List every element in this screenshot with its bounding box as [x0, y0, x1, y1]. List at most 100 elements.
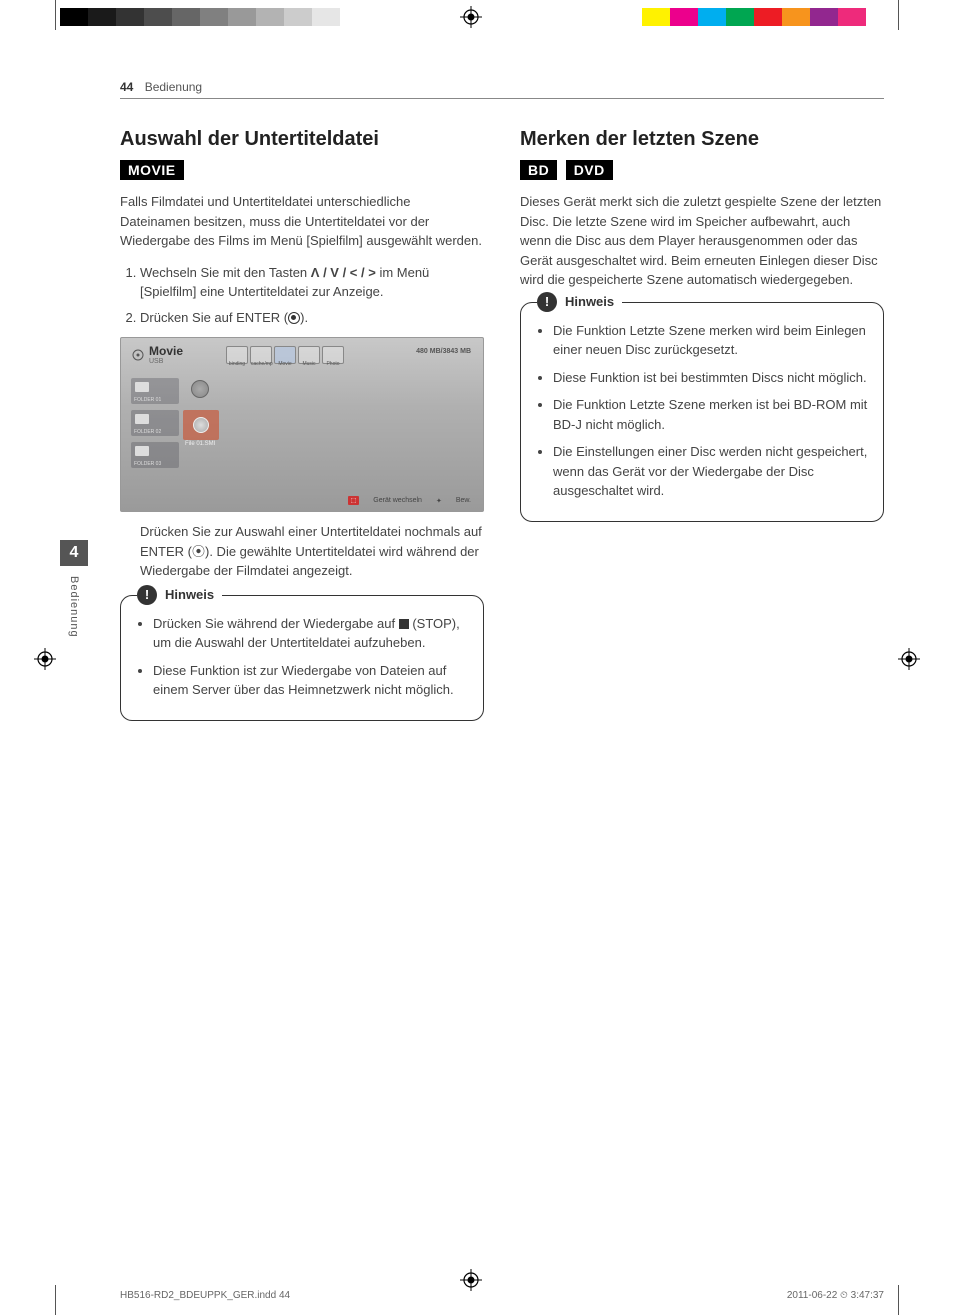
device-chip-icon: ⬚	[348, 496, 360, 505]
swatch	[60, 8, 88, 26]
left-intro: Falls Filmdatei und Untertiteldatei unte…	[120, 192, 484, 251]
right-intro: Dieses Gerät merkt sich die zuletzt gesp…	[520, 192, 884, 290]
folder-icon	[135, 414, 149, 424]
step-2: Drücken Sie auf ENTER ().	[140, 308, 484, 328]
hint-callout-right: ! Hinweis Die Funktion Letzte Szene merk…	[520, 302, 884, 522]
crop-mark	[898, 0, 899, 30]
swatch	[866, 8, 894, 26]
section-label: Bedienung	[68, 576, 80, 638]
section-tab: 4 Bedienung	[60, 540, 88, 720]
grayscale-bar	[60, 8, 368, 26]
folder-icon	[135, 382, 149, 392]
hint-item: Diese Funktion ist bei bestimmten Discs …	[553, 368, 869, 388]
swatch	[754, 8, 782, 26]
imprint-timestamp: 2011-06-22 ⏲ 3:47:37	[787, 1290, 884, 1301]
swatch	[284, 8, 312, 26]
hint-item: Drücken Sie während der Wiedergabe auf (…	[153, 614, 469, 653]
ui-footer: ⬚ Gerät wechseln ✦ Bew.	[348, 496, 471, 505]
swatch	[228, 8, 256, 26]
swatch	[312, 8, 340, 26]
swatch	[810, 8, 838, 26]
swatch	[144, 8, 172, 26]
registration-mark-icon	[460, 6, 482, 28]
ui-storage: 480 MB/3843 MB	[416, 348, 471, 355]
ui-tab: Photo	[322, 346, 344, 364]
swatch	[340, 8, 368, 26]
ui-tabs: bindingcache/mpMovieMusicPhoto	[226, 346, 344, 364]
crop-mark	[55, 0, 56, 30]
running-header: 44 Bedienung	[120, 80, 884, 99]
ui-subtitle: USB	[149, 358, 183, 365]
swatch	[726, 8, 754, 26]
ui-title: Movie	[149, 344, 183, 358]
movie-browser-screenshot: Movie USB bindingcache/mpMovieMusicPhoto…	[120, 337, 484, 512]
hint-item: Die Funktion Letzte Szene merken wird be…	[553, 321, 869, 360]
swatch	[116, 8, 144, 26]
ui-tab: cache/mp	[250, 346, 272, 364]
film-reel-icon	[193, 417, 209, 433]
hint-item: Die Einstellungen einer Disc werden nich…	[553, 442, 869, 501]
hint-item: Diese Funktion ist zur Wiedergabe von Da…	[153, 661, 469, 700]
badge-row: BD DVD	[520, 160, 884, 180]
swatch	[642, 8, 670, 26]
color-bar	[642, 8, 894, 26]
ui-footer-device: Gerät wechseln	[373, 497, 422, 504]
imprint-file: HB516-RD2_BDEUPPK_GER.indd 44	[120, 1290, 290, 1301]
crop-mark	[55, 1285, 56, 1315]
swatch	[200, 8, 228, 26]
folder-icon	[135, 446, 149, 456]
registration-mark-icon	[34, 648, 56, 670]
badge-row: MOVIE	[120, 160, 484, 180]
after-screenshot-text: Drücken Sie zur Auswahl einer Untertitel…	[120, 522, 484, 581]
crop-mark	[898, 1285, 899, 1315]
hint-callout-left: ! Hinweis Drücken Sie während der Wieder…	[120, 595, 484, 721]
swatch	[172, 8, 200, 26]
ui-folder: FOLDER 01	[131, 378, 179, 404]
hint-item: Die Funktion Letzte Szene merken ist bei…	[553, 395, 869, 434]
folder-label: FOLDER 01	[134, 397, 161, 403]
film-reel-icon	[191, 380, 209, 398]
movie-badge: MOVIE	[120, 160, 184, 180]
folder-label: FOLDER 02	[134, 429, 161, 435]
section-number: 4	[60, 540, 88, 566]
info-icon: !	[137, 585, 157, 605]
header-section: Bedienung	[145, 80, 202, 94]
ui-tab: binding	[226, 346, 248, 364]
swatch	[698, 8, 726, 26]
swatch	[88, 8, 116, 26]
dpad-icon: ✦	[436, 497, 442, 505]
hint-title: ! Hinweis	[137, 585, 222, 605]
left-column: Auswahl der Untertiteldatei MOVIE Falls …	[120, 127, 484, 721]
ui-footer-move: Bew.	[456, 497, 471, 504]
selected-file-label: File 01.SMI	[185, 441, 215, 447]
ui-folder: FOLDER 02	[131, 410, 179, 436]
ui-folder-list: FOLDER 01 FOLDER 02 FOLDER 03	[131, 378, 179, 468]
ui-folder: FOLDER 03	[131, 442, 179, 468]
swatch	[670, 8, 698, 26]
left-heading: Auswahl der Untertiteldatei	[120, 127, 484, 152]
imprint-footer: HB516-RD2_BDEUPPK_GER.indd 44 2011-06-22…	[120, 1290, 884, 1301]
page-number: 44	[120, 80, 133, 94]
registration-mark-icon	[460, 1269, 482, 1291]
right-heading: Merken der letzten Szene	[520, 127, 884, 152]
step-1: Wechseln Sie mit den Tasten Λ / V / < / …	[140, 263, 484, 302]
steps-list: Wechseln Sie mit den Tasten Λ / V / < / …	[120, 263, 484, 328]
registration-mark-icon	[898, 648, 920, 670]
ui-tab: Movie	[274, 346, 296, 364]
enter-icon	[288, 312, 300, 324]
dvd-badge: DVD	[566, 160, 613, 180]
nav-keys: Λ / V / < / >	[311, 265, 376, 280]
ui-tab: Music	[298, 346, 320, 364]
bd-badge: BD	[520, 160, 557, 180]
stop-icon	[399, 619, 409, 629]
selected-file	[183, 410, 219, 440]
swatch	[256, 8, 284, 26]
swatch	[838, 8, 866, 26]
swatch	[782, 8, 810, 26]
movie-icon	[131, 348, 145, 362]
hint-title: ! Hinweis	[537, 292, 622, 312]
folder-label: FOLDER 03	[134, 461, 161, 467]
right-column: Merken der letzten Szene BD DVD Dieses G…	[520, 127, 884, 721]
page-content: 44 Bedienung Auswahl der Untertiteldatei…	[120, 80, 884, 1255]
info-icon: !	[537, 292, 557, 312]
